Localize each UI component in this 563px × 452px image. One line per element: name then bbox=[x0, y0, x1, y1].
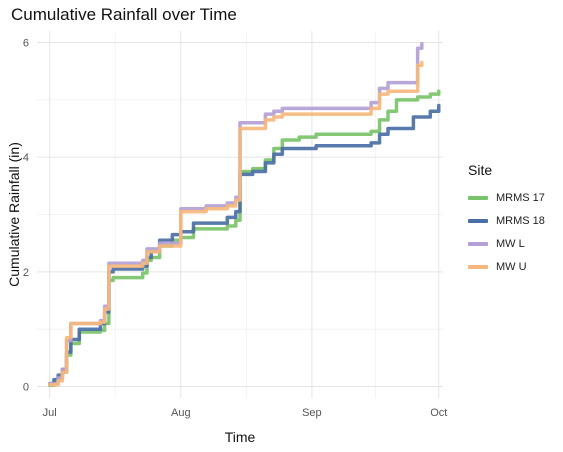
legend-item: MW U bbox=[468, 255, 558, 278]
y-tick-label: 2 bbox=[23, 267, 29, 279]
x-tick-label: Sep bbox=[302, 407, 322, 419]
x-tick-label: Aug bbox=[171, 407, 191, 419]
y-tick-label: 6 bbox=[23, 37, 29, 49]
legend-label: MW L bbox=[496, 237, 525, 250]
legend-item: MRMS 17 bbox=[468, 186, 558, 209]
legend-key bbox=[468, 264, 488, 269]
legend-item: MRMS 18 bbox=[468, 209, 558, 232]
legend-title: Site bbox=[468, 162, 493, 178]
legend-label: MRMS 17 bbox=[496, 191, 545, 204]
series-line bbox=[47, 89, 441, 388]
series-line bbox=[47, 103, 441, 386]
y-tick-label: 4 bbox=[23, 152, 29, 164]
legend-key bbox=[468, 241, 488, 246]
x-tick-label: Jul bbox=[43, 407, 57, 419]
legend-key bbox=[468, 218, 488, 223]
y-axis-title: Cumulative Rainfall (in) bbox=[6, 142, 22, 287]
series-line bbox=[47, 60, 424, 387]
legend: Site MRMS 17 MRMS 18 MW L MW U bbox=[468, 162, 558, 278]
y-tick-label: 0 bbox=[23, 382, 29, 394]
legend-label: MW U bbox=[496, 260, 527, 273]
chart-title: Cumulative Rainfall over Time bbox=[11, 5, 237, 24]
legend-label: MRMS 18 bbox=[496, 214, 545, 227]
legend-key bbox=[468, 195, 488, 200]
x-tick-label: Oct bbox=[430, 407, 447, 419]
legend-item: MW L bbox=[468, 232, 558, 255]
x-axis-title: Time bbox=[225, 429, 256, 445]
